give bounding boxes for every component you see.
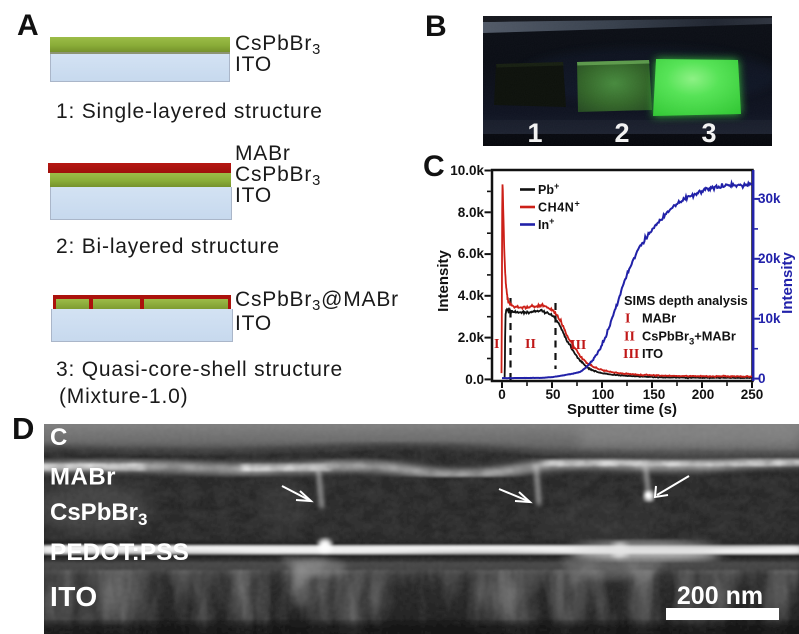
svg-text:MABr: MABr (50, 464, 116, 491)
svg-text:CsPbBr3+MABr: CsPbBr3+MABr (642, 329, 736, 348)
svg-text:I: I (625, 312, 630, 327)
svg-text:0.0: 0.0 (465, 372, 484, 387)
svg-text:CH4N+: CH4N+ (538, 199, 580, 215)
svg-text:Intensity: Intensity (779, 252, 796, 314)
svg-text:8.0k: 8.0k (458, 205, 485, 220)
svg-text:2.0k: 2.0k (458, 330, 485, 345)
svg-text:4.0k: 4.0k (458, 288, 485, 303)
svg-text:II: II (624, 330, 635, 345)
svg-text:200 nm: 200 nm (677, 582, 763, 610)
svg-text:250: 250 (741, 387, 764, 402)
svg-text:1: 1 (527, 118, 542, 146)
svg-text:3: 3 (701, 118, 716, 146)
svg-text:Sputter time (s): Sputter time (s) (567, 401, 677, 418)
svg-text:150: 150 (643, 387, 666, 402)
svg-text:In+: In+ (538, 216, 554, 232)
svg-text:MABr: MABr (642, 311, 676, 326)
svg-text:C: C (50, 424, 67, 451)
svg-text:I: I (494, 337, 499, 352)
svg-text:II: II (525, 337, 536, 352)
svg-text:ITO: ITO (642, 346, 663, 361)
svg-text:0: 0 (498, 387, 506, 402)
svg-text:Pb+: Pb+ (538, 181, 559, 197)
svg-text:ITO: ITO (50, 581, 98, 612)
svg-text:2: 2 (614, 118, 629, 146)
svg-text:SIMS depth analysis: SIMS depth analysis (624, 293, 748, 308)
svg-text:0: 0 (758, 371, 766, 386)
svg-text:III: III (623, 347, 639, 362)
svg-text:Intensity: Intensity (435, 250, 452, 312)
svg-text:10k: 10k (758, 311, 781, 326)
svg-text:200: 200 (692, 387, 715, 402)
svg-text:CsPbBr3: CsPbBr3 (50, 499, 148, 529)
svg-text:III: III (570, 338, 586, 353)
svg-text:10.0k: 10.0k (450, 163, 484, 178)
svg-text:20k: 20k (758, 251, 781, 266)
svg-text:PEDOT:PSS: PEDOT:PSS (50, 539, 189, 566)
svg-text:6.0k: 6.0k (458, 246, 485, 261)
svg-text:30k: 30k (758, 191, 781, 206)
svg-text:50: 50 (545, 387, 560, 402)
svg-text:100: 100 (592, 387, 615, 402)
